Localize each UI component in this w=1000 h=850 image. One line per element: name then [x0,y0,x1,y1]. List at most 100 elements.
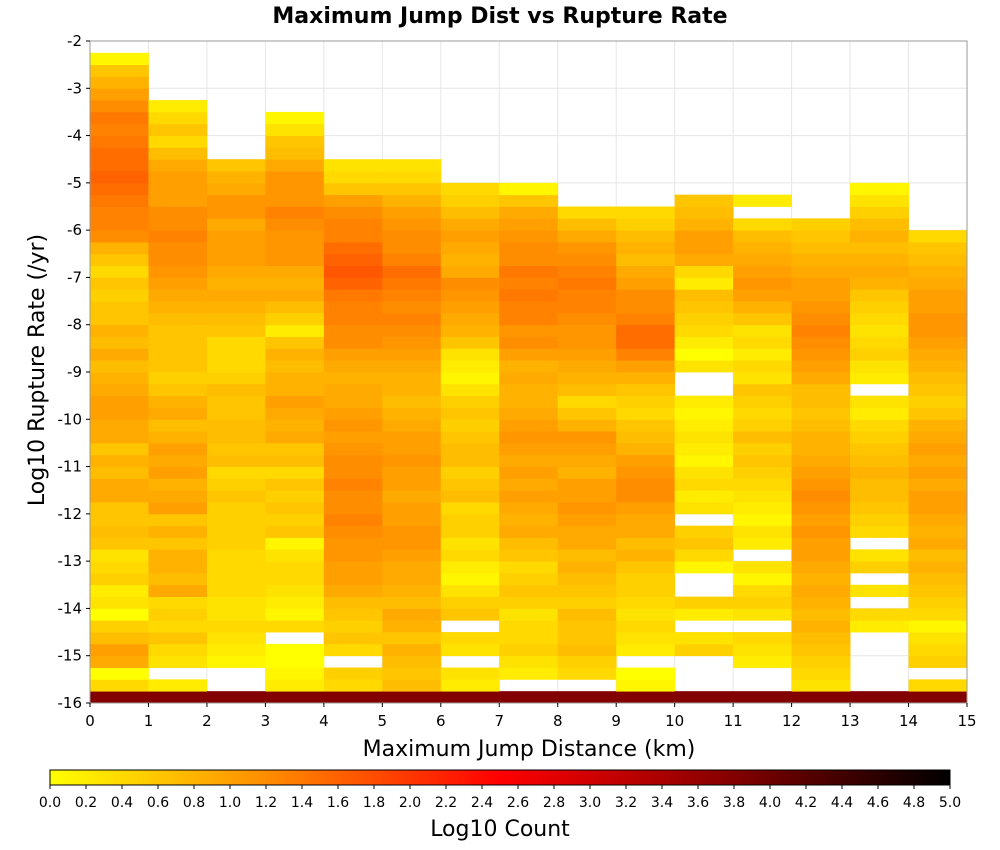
heatmap-cell [557,490,617,503]
heatmap-cell [148,419,208,432]
heatmap-cell [499,584,559,598]
heatmap-cell [265,383,325,397]
heatmap-cell [382,277,442,290]
heatmap-cell [148,490,208,503]
heatmap-cell [557,478,617,491]
heatmap-cell [148,147,208,160]
heatmap-cell [323,691,383,704]
heatmap-cell [323,525,383,538]
y-tick-label: -8 [67,316,82,334]
heatmap-cell [674,218,734,231]
heatmap-cell [265,679,325,692]
heatmap-cell [499,525,559,538]
heatmap-cell [499,419,559,432]
heatmap-cell [499,608,559,621]
heatmap-cell [850,490,909,503]
chart-title: Maximum Jump Dist vs Rupture Rate [272,4,727,29]
heatmap-cell [148,253,208,267]
heatmap-cell [791,679,851,692]
heatmap-cell [908,336,968,349]
x-tick-label: 5 [378,712,388,730]
heatmap-cell [616,478,676,491]
heatmap-cell [616,549,676,562]
heatmap-cell [440,572,500,586]
x-tick-label: 11 [724,712,743,730]
heatmap-cell [265,241,325,255]
heatmap-cell [616,336,676,349]
heatmap-cell [206,490,266,503]
colorbar-tick-label: 0.8 [183,795,205,811]
heatmap-cell [323,632,383,645]
heatmap-cell [323,194,383,207]
heatmap-cell [148,218,208,231]
colorbar-tick-label: 3.8 [723,795,745,811]
heatmap-cell [908,312,968,326]
heatmap-cell [674,407,734,420]
heatmap-cell [557,442,617,456]
heatmap-cell [440,277,500,290]
heatmap-cell [499,372,559,385]
heatmap-cell [908,241,968,255]
heatmap-cell [382,383,442,397]
heatmap-cell [382,253,442,267]
heatmap-cell [674,537,734,550]
heatmap-cell [616,561,676,574]
heatmap-cell [148,372,208,385]
heatmap-cell [557,549,617,562]
heatmap-cell [733,407,792,420]
heatmap-cell [90,620,149,633]
heatmap-cell [323,230,383,243]
heatmap-cell [265,691,325,704]
heatmap-cell [616,360,676,373]
heatmap-cell [850,336,909,349]
colorbar-tick-label: 0.0 [39,795,61,811]
heatmap-cell [557,289,617,302]
heatmap-cell [674,525,734,538]
heatmap-cell [850,431,909,444]
heatmap-cell [90,502,149,515]
heatmap-cell [382,596,442,609]
heatmap-cell [557,312,617,326]
heatmap-cell [791,620,851,633]
heatmap-cell [733,277,792,290]
heatmap-cell [850,360,909,373]
heatmap-cell [791,324,851,337]
heatmap-cell [90,549,149,562]
heatmap-cell [791,253,851,267]
heatmap-cell [733,632,792,645]
colorbar-label: Log10 Count [430,817,570,842]
heatmap-cell [148,312,208,326]
heatmap-cell [733,218,792,231]
heatmap-cell [557,372,617,385]
heatmap-cell [791,502,851,515]
heatmap-cell [148,265,208,278]
heatmap-cell [90,667,149,680]
heatmap-cell [440,679,500,692]
heatmap-cell [323,513,383,527]
heatmap-cell [674,454,734,467]
heatmap-cell [674,206,734,219]
heatmap-cell [850,691,909,704]
colorbar-tick-label: 4.8 [903,795,925,811]
heatmap-cell [90,206,149,219]
heatmap-cell [850,312,909,326]
heatmap-cell [850,395,909,408]
heatmap-cell [791,549,851,562]
heatmap-cell [499,360,559,373]
heatmap-cell [499,336,559,349]
heatmap-cell [440,632,500,645]
heatmap-cell [616,691,676,704]
heatmap-cell [674,632,734,645]
heatmap-cell [440,230,500,243]
heatmap-cell [908,655,968,668]
heatmap-cell [206,419,266,432]
heatmap-cell [323,572,383,586]
heatmap-cell [382,478,442,491]
heatmap-cell [908,277,968,290]
heatmap-cell [616,454,676,467]
heatmap-cell [382,549,442,562]
heatmap-cell [206,324,266,337]
heatmap-cell [148,454,208,467]
heatmap-cell [557,620,617,633]
heatmap-cell [206,372,266,385]
